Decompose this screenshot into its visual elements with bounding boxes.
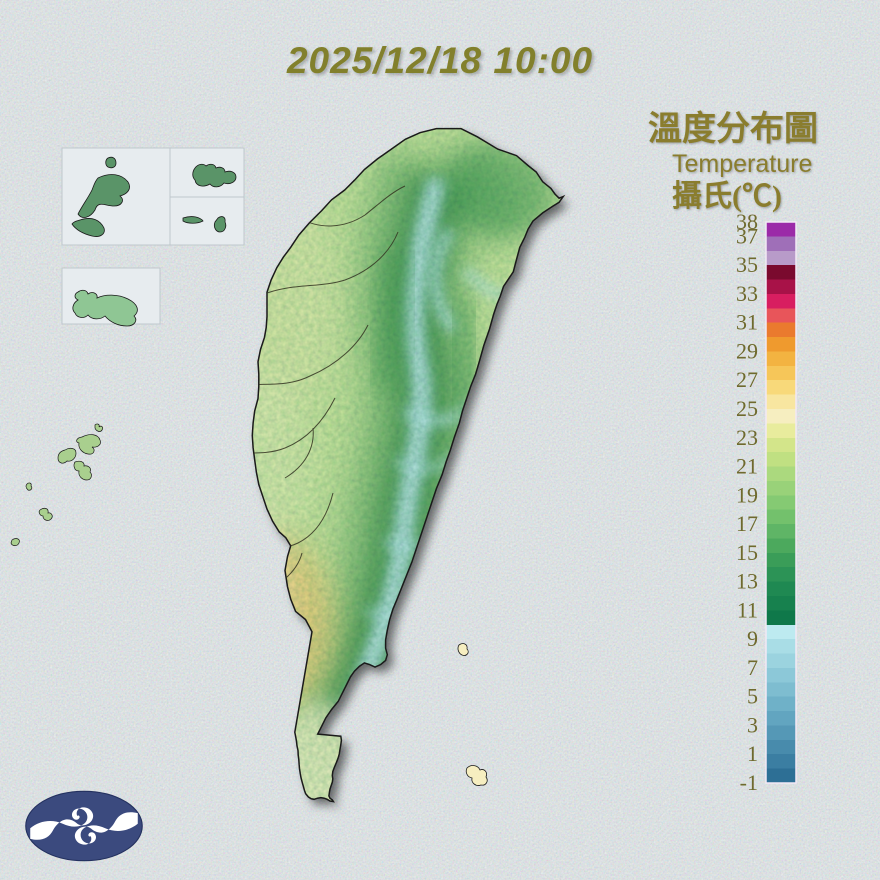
svg-text:攝氏(℃): 攝氏(℃): [672, 180, 782, 213]
svg-text:9: 9: [747, 626, 758, 651]
svg-text:-1: -1: [740, 770, 758, 795]
svg-text:31: 31: [736, 310, 758, 335]
svg-text:23: 23: [736, 425, 758, 450]
svg-text:17: 17: [736, 511, 758, 536]
svg-text:19: 19: [736, 482, 758, 507]
svg-text:21: 21: [736, 454, 758, 479]
svg-text:15: 15: [736, 540, 758, 565]
svg-text:33: 33: [736, 281, 758, 306]
svg-text:29: 29: [736, 339, 758, 364]
svg-text:37: 37: [736, 223, 758, 248]
svg-text:5: 5: [747, 684, 758, 709]
svg-text:3: 3: [747, 713, 758, 738]
svg-text:Temperature: Temperature: [672, 150, 812, 178]
svg-text:1: 1: [747, 741, 758, 766]
svg-text:11: 11: [737, 597, 758, 622]
svg-text:7: 7: [747, 655, 758, 680]
svg-text:13: 13: [736, 569, 758, 594]
svg-text:溫度分布圖: 溫度分布圖: [648, 110, 818, 148]
svg-text:27: 27: [736, 367, 758, 392]
svg-text:25: 25: [736, 396, 758, 421]
svg-text:35: 35: [736, 252, 758, 277]
